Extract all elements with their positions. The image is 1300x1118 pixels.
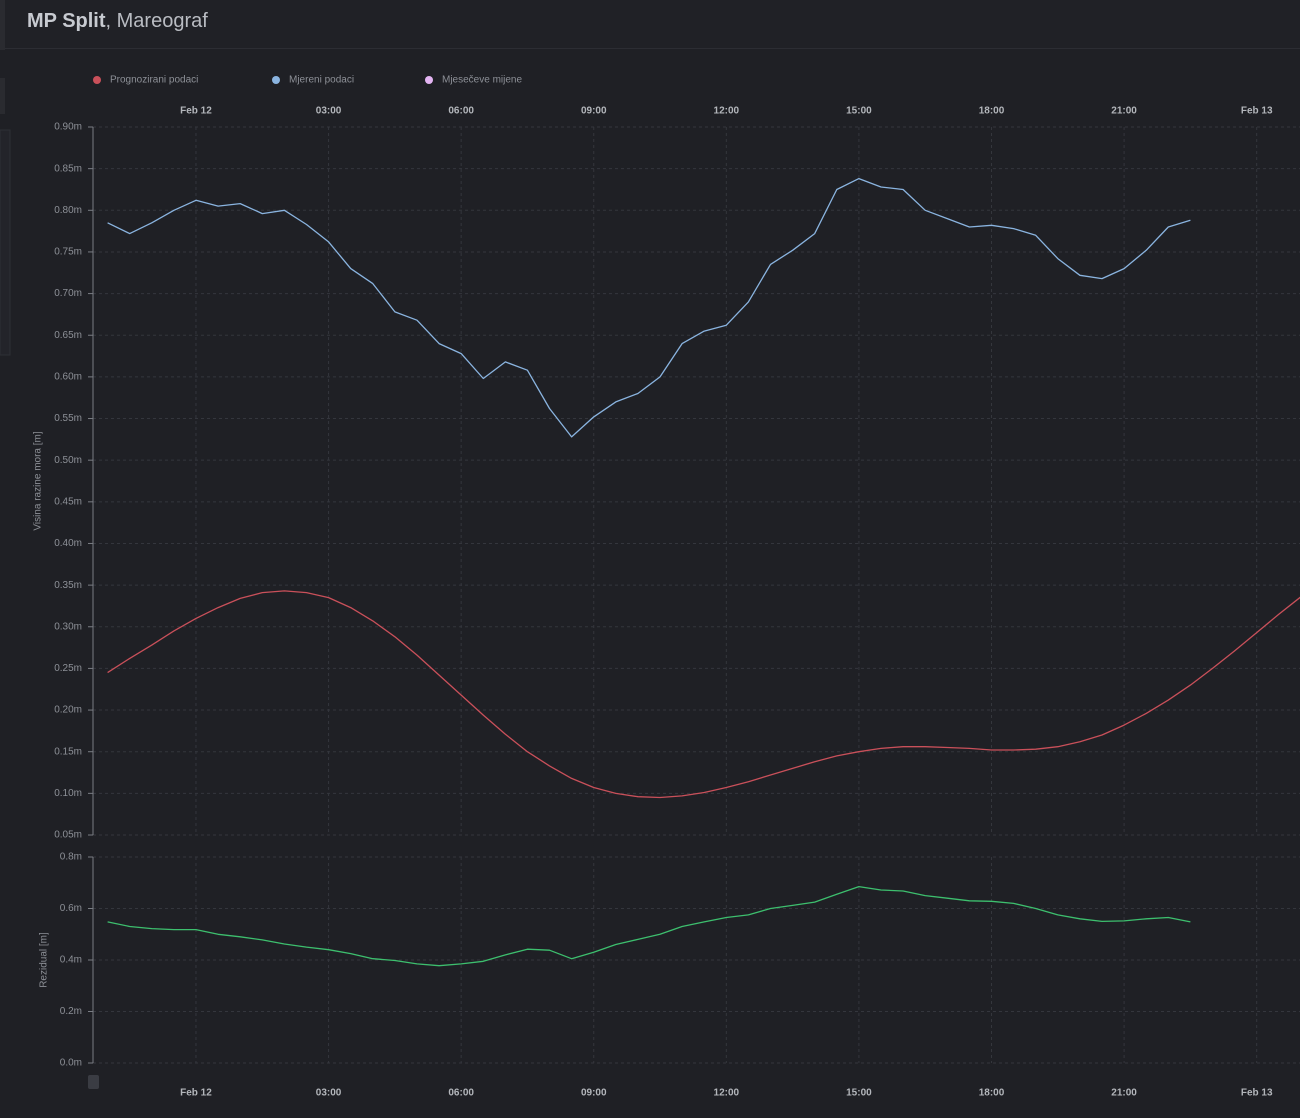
x-tick-label: 21:00 xyxy=(1111,106,1137,117)
y-tick-label: 0.20m xyxy=(54,705,82,716)
y-tick-label: 0.8m xyxy=(60,852,82,863)
x-tick-label: 15:00 xyxy=(846,1088,872,1099)
scroll-handle[interactable] xyxy=(88,1075,99,1089)
y-axis-label: Rezidual [m] xyxy=(39,932,50,988)
y-tick-label: 0.0m xyxy=(60,1058,82,1069)
legend-marker xyxy=(272,76,280,84)
x-tick-label: 09:00 xyxy=(581,1088,607,1099)
y-tick-label: 0.25m xyxy=(54,663,82,674)
x-tick-label: 06:00 xyxy=(448,1088,474,1099)
y-tick-label: 0.40m xyxy=(54,538,82,549)
x-tick-label: 21:00 xyxy=(1111,1088,1137,1099)
x-tick-label: Feb 13 xyxy=(1241,106,1273,117)
y-tick-label: 0.15m xyxy=(54,746,82,757)
x-tick-label: 09:00 xyxy=(581,106,607,117)
y-tick-label: 0.60m xyxy=(54,372,82,383)
x-tick-label: 06:00 xyxy=(448,106,474,117)
y-tick-label: 0.4m xyxy=(60,955,82,966)
panel xyxy=(0,49,1300,1118)
y-tick-label: 0.2m xyxy=(60,1006,82,1017)
sidebar-edge xyxy=(0,0,5,50)
y-tick-label: 0.90m xyxy=(54,122,82,133)
y-tick-label: 0.10m xyxy=(54,788,82,799)
x-tick-label: 15:00 xyxy=(846,106,872,117)
y-tick-label: 0.45m xyxy=(54,496,82,507)
y-tick-label: 0.30m xyxy=(54,621,82,632)
y-tick-label: 0.75m xyxy=(54,247,82,258)
x-tick-label: 18:00 xyxy=(979,1088,1005,1099)
x-tick-label: 03:00 xyxy=(316,106,342,117)
y-tick-label: 0.85m xyxy=(54,163,82,174)
y-tick-label: 0.70m xyxy=(54,288,82,299)
title-sub: , Mareograf xyxy=(105,10,208,32)
x-tick-label: Feb 13 xyxy=(1241,1088,1273,1099)
y-tick-label: 0.50m xyxy=(54,455,82,466)
header: MP Split, Mareograf xyxy=(0,0,1300,49)
legend-label[interactable]: Prognozirani podaci xyxy=(110,75,198,86)
x-tick-label: 12:00 xyxy=(714,1088,740,1099)
y-tick-label: 0.35m xyxy=(54,580,82,591)
y-tick-label: 0.05m xyxy=(54,830,82,841)
series-line xyxy=(107,885,1191,967)
page-title: MP Split, Mareograf xyxy=(27,10,208,33)
y-tick-label: 0.80m xyxy=(54,205,82,216)
legend-label[interactable]: Mjesečeve mijene xyxy=(442,75,522,86)
x-tick-label: Feb 12 xyxy=(180,106,212,117)
y-axis-label: Visina razine mora [m] xyxy=(33,431,44,531)
legend-marker xyxy=(93,76,101,84)
y-tick-label: 0.65m xyxy=(54,330,82,341)
sidebar-edge xyxy=(0,129,11,356)
x-tick-label: 18:00 xyxy=(979,106,1005,117)
series-line xyxy=(107,590,1300,799)
x-tick-label: 03:00 xyxy=(316,1088,342,1099)
x-tick-label: 12:00 xyxy=(714,106,740,117)
title-main: MP Split xyxy=(27,10,106,32)
y-tick-label: 0.55m xyxy=(54,413,82,424)
series-line xyxy=(107,177,1191,438)
legend-label[interactable]: Mjereni podaci xyxy=(289,75,354,86)
x-tick-label: Feb 12 xyxy=(180,1088,212,1099)
y-tick-label: 0.6m xyxy=(60,903,82,914)
sidebar-edge xyxy=(0,78,5,114)
legend-marker xyxy=(425,76,433,84)
